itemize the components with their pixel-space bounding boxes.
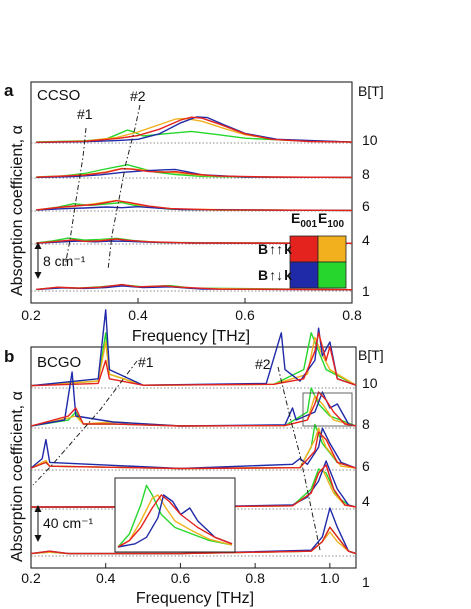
field-label: 4 <box>362 232 370 248</box>
panel-a-field-header: B[T] <box>358 83 384 99</box>
panel-a-mode2-label: #2 <box>130 88 146 104</box>
panel-b-y-axis-title: Absorption coefficient, α <box>9 391 26 562</box>
x-tick-label: 0.2 <box>21 307 41 323</box>
trace-blue-6T <box>30 427 357 470</box>
field-label: 10 <box>362 132 378 148</box>
legend-swatch-green <box>317 261 347 289</box>
panel-b-inset-traces <box>117 484 233 548</box>
panel-b-x-axis: 0.2 0.4 0.6 0.8 1.0 <box>21 563 340 586</box>
x-tick-label: 0.8 <box>245 570 265 586</box>
panel-b-scale-bar <box>34 505 42 542</box>
trace-red-10T <box>36 116 353 143</box>
panel-a-mode1-guide <box>64 127 87 267</box>
trace-blue-10T <box>30 309 357 387</box>
panel-a-letter: a <box>4 81 14 100</box>
panel-a: a CCSO B[T] 10 8 6 4 1 0.2 0.4 0.6 0.8 #1 #2 8 … <box>4 81 384 345</box>
trace-blue-8T <box>30 371 357 427</box>
panel-b-mode1-label: #1 <box>138 354 154 370</box>
panel-a-y-axis-title: Absorption coefficient, α <box>9 125 26 296</box>
panel-b: b BCGO B[T] 10 8 6 4 1 0.2 0.4 0.6 0.8 1.0 #1 #2… <box>4 309 384 607</box>
trace-red-8T <box>36 168 353 179</box>
panel-b-mode1-guide <box>32 360 138 486</box>
panel-a-mode1-label: #1 <box>77 106 93 122</box>
panel-a-x-axis: 0.2 0.4 0.6 0.8 <box>21 298 362 323</box>
x-tick-label: 1.0 <box>320 570 340 586</box>
panel-b-scale-bar-label: 40 cm⁻¹ <box>43 515 94 531</box>
trace-orange-6T <box>30 427 357 470</box>
panel-b-zoom-region <box>302 392 353 427</box>
panel-a-field-labels: 10 8 6 4 1 <box>362 132 378 299</box>
panel-a-x-axis-title: Frequency [THz] <box>132 328 250 345</box>
trace-red-8T <box>30 391 357 427</box>
legend-row-label-antiparallel: B↑↓k <box>258 267 292 283</box>
legend-swatch-blue <box>289 261 319 289</box>
field-label: 6 <box>362 458 370 474</box>
trace-green-6T <box>30 423 357 470</box>
x-tick-label: 0.6 <box>235 307 255 323</box>
x-tick-label: 0.4 <box>128 307 148 323</box>
x-tick-label: 0.6 <box>171 570 191 586</box>
x-tick-label: 0.4 <box>96 570 116 586</box>
field-label: 6 <box>362 198 370 214</box>
inset-trace-green <box>117 484 233 548</box>
field-label: 8 <box>362 416 370 432</box>
panel-a-plot-frame <box>30 81 353 304</box>
trace-red-4T <box>36 238 353 244</box>
trace-red-6T <box>36 200 353 212</box>
panel-b-field-header: B[T] <box>358 347 384 363</box>
panel-b-x-axis-title: Frequency [THz] <box>136 590 254 607</box>
inset-trace-red <box>117 494 233 548</box>
panel-b-mode2-guide <box>277 366 321 551</box>
panel-a-scale-bar <box>34 242 42 279</box>
panel-b-field-labels: 10 8 6 4 1 <box>362 375 378 590</box>
trace-red-6T <box>30 431 357 470</box>
field-label: 8 <box>362 166 370 182</box>
trace-red-10T <box>30 332 357 387</box>
legend-col-label-e100: E100 <box>318 210 344 230</box>
panel-a-scale-bar-label: 8 cm⁻¹ <box>43 253 86 269</box>
trace-green-8T <box>36 164 353 179</box>
legend-swatch-orange <box>317 235 347 263</box>
legend-row-label-parallel: B↑↑k <box>258 241 292 257</box>
panel-a-mode2-guide <box>107 104 141 271</box>
field-label: 1 <box>362 574 370 590</box>
field-label: 1 <box>362 283 370 299</box>
trace-orange-10T <box>36 117 353 143</box>
trace-red-1T <box>36 283 353 291</box>
inset-trace-blue <box>117 494 233 548</box>
panel-b-letter: b <box>4 347 14 366</box>
panel-b-mode2-label: #2 <box>255 356 271 372</box>
legend-swatch-red <box>289 235 319 263</box>
panel-b-plot-frame <box>30 346 357 569</box>
panel-a-polarization-legend: E001 E100 B↑↑k B↑↓k <box>258 210 347 289</box>
field-label: 10 <box>362 375 378 391</box>
x-tick-label: 0.2 <box>21 570 41 586</box>
trace-red-1T <box>30 526 357 555</box>
panel-b-inset-frame <box>114 477 236 553</box>
panel-b-material-label: BCGO <box>37 354 81 371</box>
panel-a-material-label: CCSO <box>37 87 80 104</box>
x-tick-label: 0.8 <box>342 307 362 323</box>
field-label: 4 <box>362 493 370 509</box>
legend-col-label-e001: E001 <box>291 210 317 230</box>
